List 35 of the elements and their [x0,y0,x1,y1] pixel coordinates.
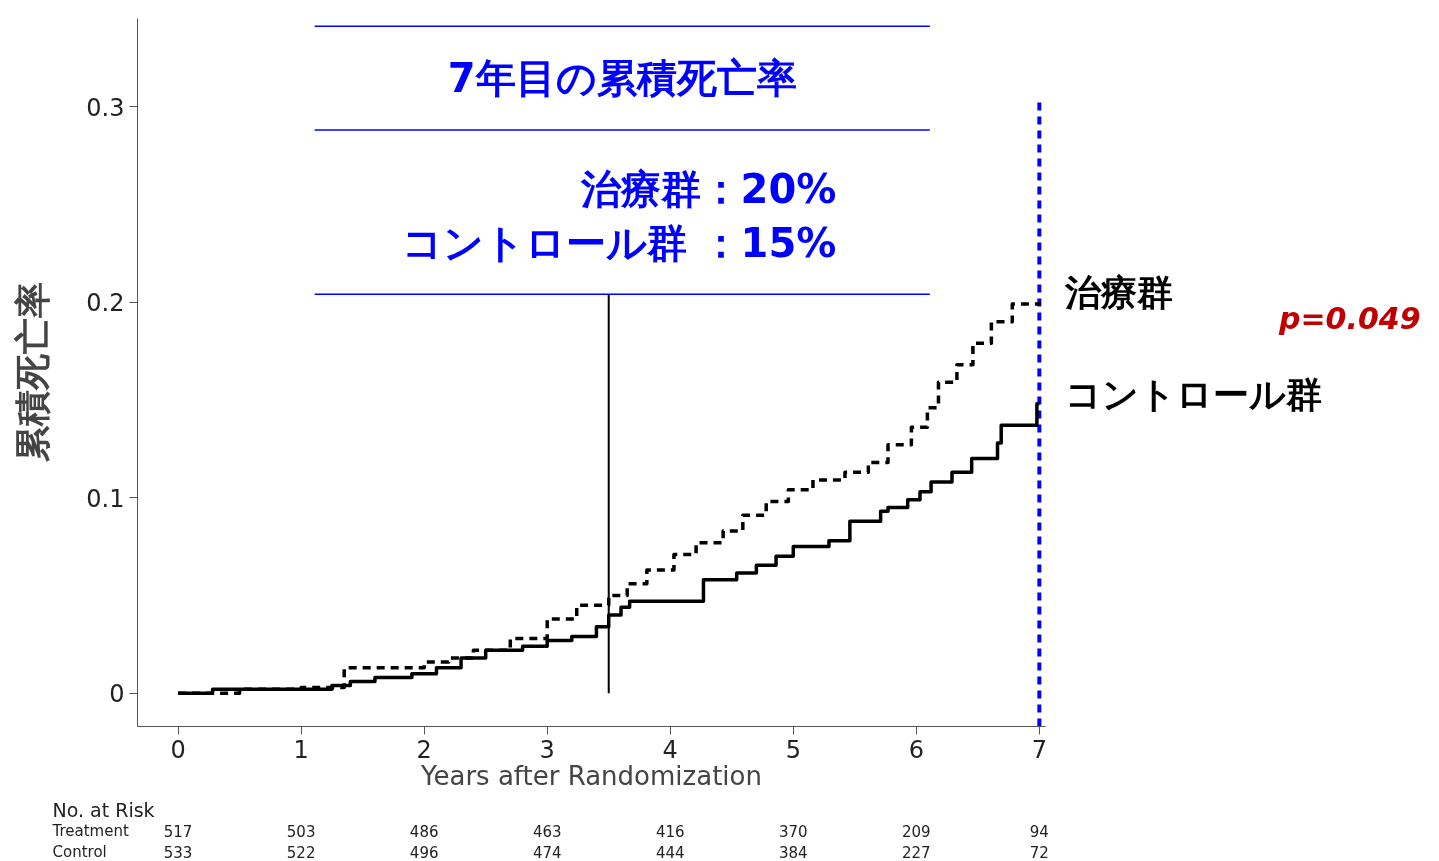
y-tick-label: 0 [109,680,125,709]
text: 522 [286,843,316,861]
text: 517 [163,822,193,841]
text: 384 [778,843,808,861]
annotation: 7年目の累積死亡率 [447,55,797,102]
text: Control [52,842,107,861]
annotation: 治療群：20% [579,165,837,212]
text: 496 [409,843,439,861]
x-tick-label: 1 [293,735,309,764]
x-tick-label: 0 [170,735,186,764]
text: No. at Risk [52,798,155,821]
text: 416 [655,822,685,841]
text: 370 [778,822,808,841]
x-tick-label: 6 [908,735,924,764]
text: 486 [409,822,439,841]
text: 533 [163,843,193,861]
x-tick-label: 5 [785,735,801,764]
series-label: コントロール群 [1064,373,1322,415]
text: 209 [902,822,931,841]
series-label: 治療群 [1063,271,1173,313]
x-tick-label: 7 [1031,735,1047,764]
text: 227 [902,843,931,861]
y-tick-label: 0.2 [86,289,125,318]
text: 94 [1029,822,1049,841]
text: 72 [1029,843,1049,861]
y-tick-label: 0.3 [86,93,125,122]
text: 503 [286,822,316,841]
y-axis-title: 累積死亡率 [12,282,54,463]
text: Treatment [51,821,129,840]
y-tick-label: 0.1 [86,484,125,513]
annotation: コントロール群 ：15% [401,220,837,267]
text: p=0.049 [1278,301,1421,337]
text: 444 [655,843,685,861]
text: 474 [532,843,562,861]
text: 463 [532,822,562,841]
